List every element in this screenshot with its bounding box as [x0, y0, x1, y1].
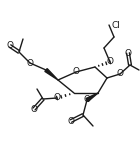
Text: O: O: [67, 117, 74, 125]
Text: O: O: [26, 58, 33, 67]
Text: O: O: [31, 104, 38, 114]
Text: Cl: Cl: [111, 21, 120, 29]
Text: O: O: [73, 67, 80, 77]
Text: O: O: [124, 48, 131, 58]
Text: O: O: [116, 69, 123, 79]
Text: O: O: [83, 95, 90, 104]
Text: O: O: [53, 93, 60, 103]
Text: O: O: [6, 42, 13, 50]
Text: O: O: [107, 58, 114, 66]
Polygon shape: [86, 93, 98, 101]
Polygon shape: [45, 69, 58, 80]
